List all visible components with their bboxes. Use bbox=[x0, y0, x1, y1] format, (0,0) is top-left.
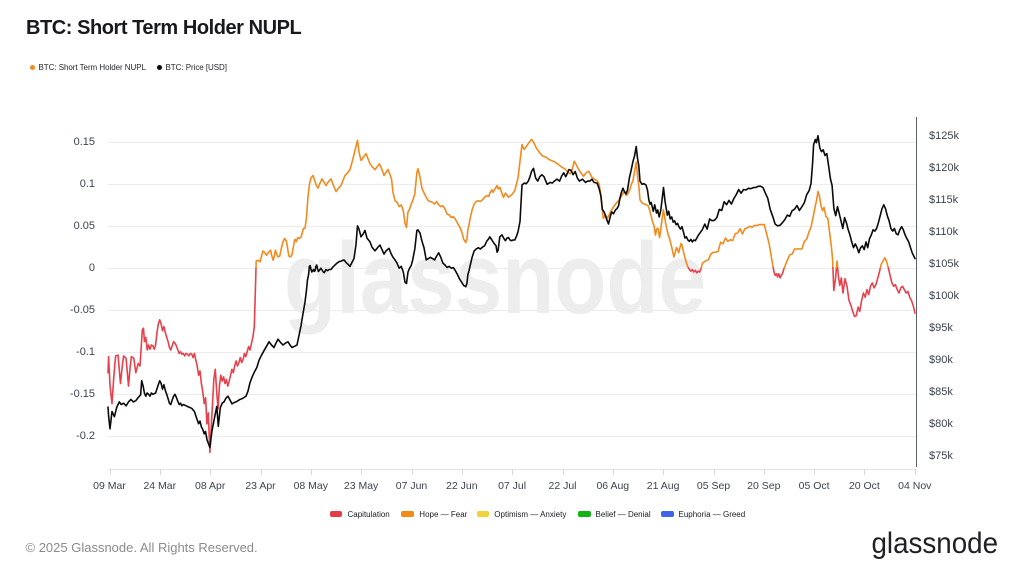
svg-text:glassnode: glassnode bbox=[284, 223, 706, 335]
svg-text:glassnode: glassnode bbox=[872, 527, 999, 560]
